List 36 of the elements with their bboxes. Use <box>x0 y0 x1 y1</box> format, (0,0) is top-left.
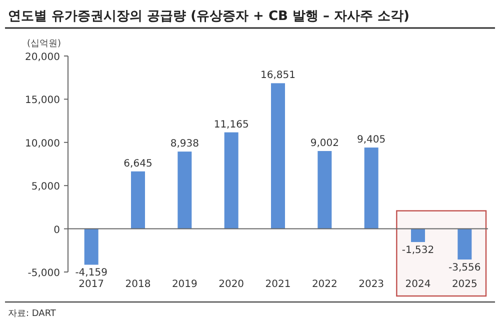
data-label: -4,159 <box>75 268 108 279</box>
data-label: 8,938 <box>170 138 199 150</box>
y-tick-label: 20,000 <box>25 52 60 63</box>
bar <box>178 152 192 229</box>
y-tick-label: 5,000 <box>31 182 60 193</box>
bar <box>271 83 285 229</box>
bar <box>224 132 238 229</box>
bar <box>84 228 98 265</box>
data-label: 16,851 <box>260 70 296 82</box>
bar <box>364 148 378 229</box>
y-axis-title: (십억원) <box>26 39 62 49</box>
data-label: 6,645 <box>124 158 152 170</box>
x-tick-label: 2023 <box>358 279 384 290</box>
data-label: 11,165 <box>214 119 249 130</box>
bar <box>318 151 332 229</box>
bar <box>458 228 472 260</box>
chart-title: 연도별 유가증권시장의 공급량 (유상증자 + CB 발행 – 자사주 소각) <box>8 9 410 24</box>
x-tick-label: 2021 <box>265 279 291 290</box>
data-label: -1,532 <box>402 245 434 256</box>
x-tick-label: 2022 <box>312 279 338 290</box>
x-tick-label: 2024 <box>405 279 431 290</box>
text: 자료: DART <box>8 309 56 319</box>
x-tick-label: 2025 <box>452 279 478 290</box>
x-tick-label: 2018 <box>125 279 151 290</box>
x-tick-label: 2019 <box>172 279 198 290</box>
x-tick-label: 2020 <box>218 279 244 290</box>
y-tick-label: 15,000 <box>25 95 60 106</box>
data-label: -3,556 <box>448 262 481 274</box>
data-label: 9,002 <box>310 138 339 150</box>
y-tick-label: 10,000 <box>25 138 60 150</box>
data-label: 9,405 <box>357 134 386 146</box>
y-tick-label: -5,000 <box>28 268 60 279</box>
x-tick-label: 2017 <box>78 279 104 290</box>
y-tick-label: 0 <box>54 224 60 236</box>
bar <box>131 171 145 229</box>
bar <box>411 228 425 242</box>
